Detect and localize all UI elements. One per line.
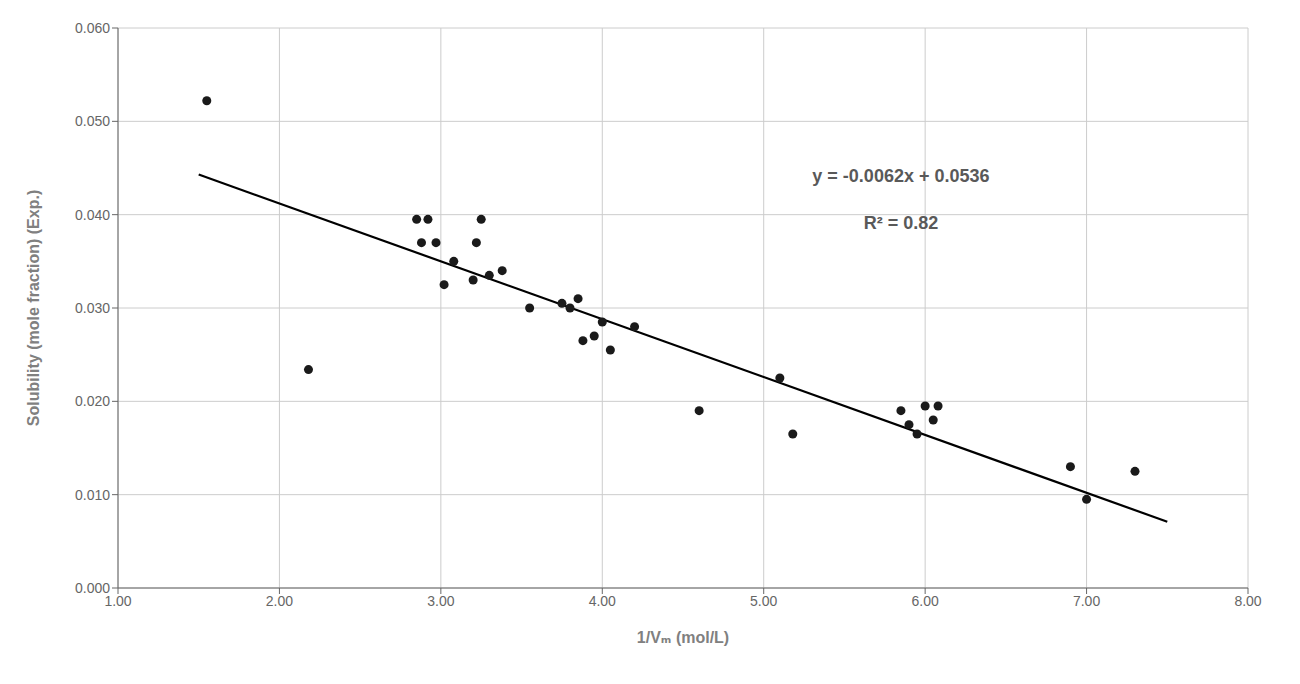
svg-text:2.00: 2.00	[266, 593, 293, 609]
svg-text:R² = 0.82: R² = 0.82	[864, 213, 939, 233]
svg-text:1.00: 1.00	[104, 592, 132, 609]
svg-text:0.040: 0.040	[75, 207, 110, 223]
svg-text:8.00: 8.00	[1234, 593, 1261, 609]
svg-text:0.000: 0.000	[75, 580, 110, 596]
svg-text:0.010: 0.010	[75, 487, 110, 503]
svg-text:5.00: 5.00	[750, 593, 777, 609]
svg-text:0.050: 0.050	[75, 113, 110, 129]
svg-text:Solubility (mole fraction) (Ex: Solubility (mole fraction) (Exp.)	[25, 190, 42, 426]
svg-text:4.00: 4.00	[589, 593, 616, 609]
svg-text:0.030: 0.030	[75, 300, 110, 316]
svg-text:6.00: 6.00	[912, 593, 939, 609]
svg-text:0.060: 0.060	[75, 20, 110, 36]
svg-text:y = -0.0062x + 0.0536: y = -0.0062x + 0.0536	[812, 166, 989, 186]
svg-text:7.00: 7.00	[1073, 593, 1100, 609]
svg-text:3.00: 3.00	[427, 593, 454, 609]
svg-text:1/Vₘ (mol/L): 1/Vₘ (mol/L)	[637, 629, 729, 646]
svg-text:0.020: 0.020	[75, 393, 110, 409]
